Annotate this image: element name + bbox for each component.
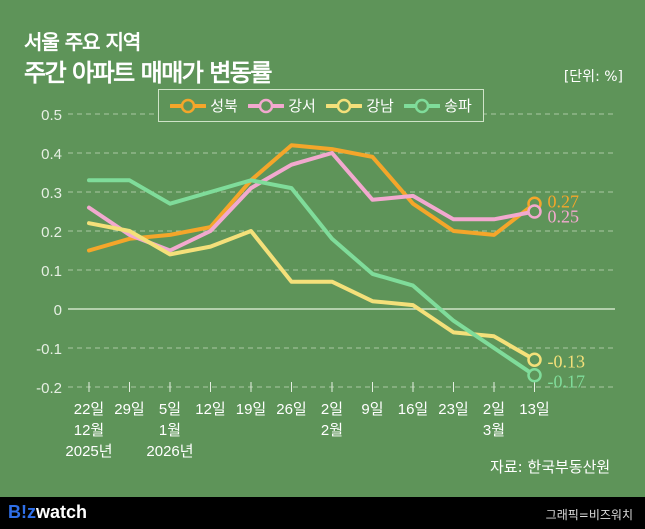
x-tick-label: 3월 xyxy=(483,422,505,439)
chart-title: 주간 아파트 매매가 변동률 xyxy=(24,59,272,87)
end-value-label: 0.27 xyxy=(548,192,580,212)
graphic-credit: 그래픽=비즈워치 xyxy=(545,508,633,522)
bizwatch-logo: B!zwatch xyxy=(8,502,88,522)
x-tick-label: 2일 xyxy=(321,401,343,418)
x-tick-label: 1월 xyxy=(159,422,181,439)
x-tick-label: 12일 xyxy=(195,401,226,418)
y-tick-label: 0.1 xyxy=(41,263,62,280)
x-tick-label: 2일 xyxy=(483,401,505,418)
legend-swatch-icon xyxy=(248,98,285,113)
series-line-2 xyxy=(87,221,537,362)
unit-label: [단위: %] xyxy=(563,69,623,85)
end-value-label: -0.13 xyxy=(548,352,586,372)
end-value-label: -0.17 xyxy=(548,371,586,391)
x-tick-label: 9일 xyxy=(361,401,383,418)
x-tick-label: 2025년 xyxy=(65,443,112,460)
x-tick-label: 19일 xyxy=(236,401,267,418)
source-label: 자료: 한국부동산원 xyxy=(490,458,611,476)
x-tick-label: 2월 xyxy=(321,422,343,439)
chart-subtitle: 서울 주요 지역 xyxy=(24,30,141,54)
y-tick-label: 0 xyxy=(54,302,62,319)
legend-item: 송파 xyxy=(404,95,472,116)
series-line-3 xyxy=(87,178,537,378)
x-tick-label: 26일 xyxy=(276,401,307,418)
y-tick-label: -0.2 xyxy=(36,380,62,397)
y-tick-label: -0.1 xyxy=(36,341,62,358)
y-tick-label: 0.5 xyxy=(41,107,62,124)
y-tick-label: 0.2 xyxy=(41,224,62,241)
legend-label: 강서 xyxy=(288,97,316,115)
legend-item: 강서 xyxy=(248,95,316,116)
end-marker xyxy=(527,204,542,219)
legend-swatch-icon xyxy=(404,98,441,113)
x-tick-label: 5일 xyxy=(159,401,181,418)
x-tick-label: 2026년 xyxy=(146,443,193,460)
legend-swatch-icon xyxy=(170,98,207,113)
legend-item: 강남 xyxy=(326,95,394,116)
legend: 성북 강서 강남 송파 xyxy=(158,89,484,122)
series-line-1 xyxy=(87,151,537,253)
x-tick-label: 23일 xyxy=(438,401,469,418)
end-marker xyxy=(527,352,542,367)
legend-label: 송파 xyxy=(444,97,472,115)
y-tick-label: 0.3 xyxy=(41,185,62,202)
legend-swatch-icon xyxy=(326,98,363,113)
x-tick-label: 13일 xyxy=(519,401,550,418)
y-tick-label: 0.4 xyxy=(41,146,62,163)
legend-label: 강남 xyxy=(366,97,394,115)
legend-item: 성북 xyxy=(170,95,238,116)
legend-label: 성북 xyxy=(210,97,238,115)
footer-bar: B!zwatch 그래픽=비즈워치 xyxy=(0,497,645,529)
x-tick-label: 29일 xyxy=(114,401,145,418)
end-value-label: 0.25 xyxy=(548,207,580,227)
end-marker xyxy=(527,368,542,383)
line-chart: 0.5 0.4 0.3 0.2 0.1 0 -0.1 -0.2 22일 12월 2025년 29일 5일… xyxy=(36,107,615,460)
series-line-0 xyxy=(87,143,537,253)
x-tick-label: 22일 xyxy=(74,401,105,418)
x-tick-label: 16일 xyxy=(398,401,429,418)
x-tick-label: 12월 xyxy=(74,422,105,439)
